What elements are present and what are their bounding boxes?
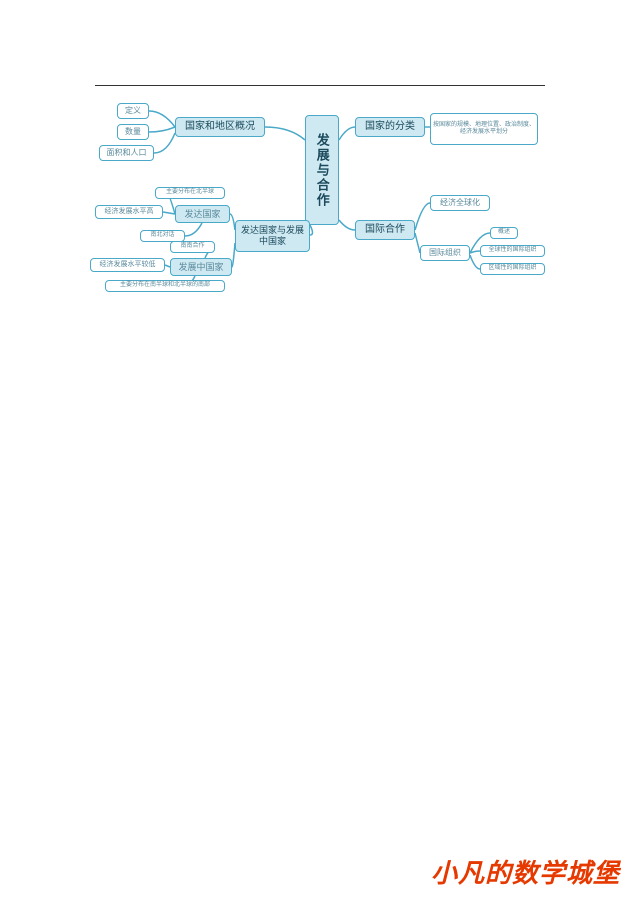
connector-line bbox=[149, 127, 175, 132]
sub-node: 主要分布在南半球和北半球的南部 bbox=[105, 280, 225, 292]
connector-line bbox=[470, 251, 480, 253]
sub-node: 主要分布在北半球 bbox=[155, 187, 225, 199]
connector-line bbox=[339, 220, 355, 230]
main-node: 发达国家与发展中国家 bbox=[235, 220, 310, 252]
sub-node: 定义 bbox=[117, 103, 149, 119]
connector-line bbox=[185, 223, 202, 236]
sub-node: 面积和人口 bbox=[99, 145, 154, 161]
connector-line bbox=[339, 127, 355, 140]
sub-node: 区域性的国际组织 bbox=[480, 263, 545, 275]
main-node: 国家的分类 bbox=[355, 117, 425, 137]
sub-node: 全球性的国际组织 bbox=[480, 245, 545, 257]
connector-line bbox=[470, 255, 480, 269]
page-top-rule bbox=[95, 85, 545, 86]
main-node: 国际合作 bbox=[355, 220, 415, 240]
sub-node: 经济发展水平高 bbox=[95, 205, 163, 219]
main-node: 国家和地区概况 bbox=[175, 117, 265, 137]
sub-node: 经济全球化 bbox=[430, 195, 490, 211]
sub-node: 概述 bbox=[490, 227, 518, 239]
sub-node: 发达国家 bbox=[175, 205, 230, 223]
center-node: 发展与合作 bbox=[305, 115, 339, 225]
connector-line bbox=[163, 212, 175, 214]
connector-line bbox=[415, 203, 430, 230]
mindmap-diagram: 发展与合作 国家和地区概况 国家的分类发达国家与发展中国家 国际合作 定义数量面积和人口… bbox=[95, 95, 545, 305]
connector-line bbox=[149, 111, 175, 127]
sub-node: 经济发展水平较低 bbox=[90, 258, 165, 272]
connector-line bbox=[310, 225, 313, 235]
connector-line bbox=[154, 133, 175, 153]
sub-node: 数量 bbox=[117, 124, 149, 140]
sub-node: 发展中国家 bbox=[170, 258, 232, 276]
sub-node: 国际组织 bbox=[420, 245, 470, 261]
connector-line bbox=[265, 127, 305, 140]
sub-node: 按国家的规模、地理位置、政治制度、经济发展水平划分 bbox=[430, 113, 538, 145]
sub-node: 南南合作 bbox=[170, 241, 215, 253]
watermark-text: 小凡的数学城堡 bbox=[431, 853, 620, 890]
